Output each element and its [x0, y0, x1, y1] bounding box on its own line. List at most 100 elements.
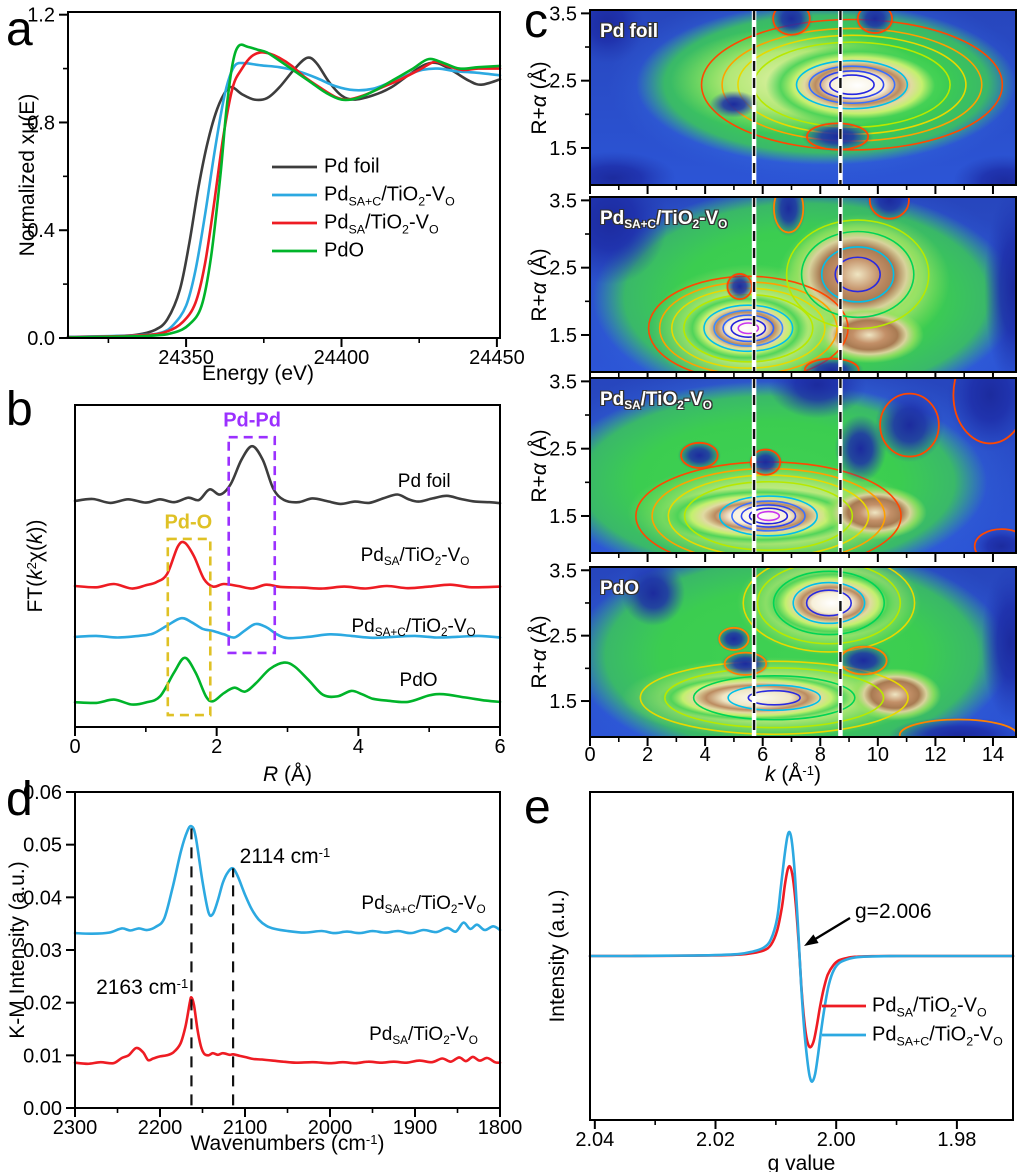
highlight-box: [227, 435, 277, 655]
legend-entry-a-3: PdO: [324, 239, 365, 262]
contour-frame: [589, 196, 1017, 373]
x-tick-label: 14: [982, 744, 1004, 766]
x-tick-label: 2100: [223, 1117, 268, 1139]
axes-frame: [589, 791, 1014, 1121]
contour-ring: [819, 70, 885, 100]
y-tick-label: 1.5: [549, 325, 577, 347]
contour-ring: [748, 507, 789, 525]
y-tick-label: 2.5: [549, 71, 577, 93]
contour-subpanel-3: [590, 567, 1016, 737]
contour-frame: [589, 9, 1017, 186]
contour-ring: [639, 660, 909, 736]
y-tick-label: 0.06: [23, 782, 62, 804]
axis-label-y-d: K-M Intensity (a.u.): [5, 861, 29, 1039]
series-b: [73, 540, 502, 590]
panel-letter-d: d: [6, 773, 33, 826]
y-tick-label: 2.5: [549, 439, 577, 461]
contour-frame: [589, 566, 1017, 738]
axis-label-x-e: g value: [767, 1151, 836, 1172]
panel-a: 24350 24400 24450 0.0 0.4 0.8 1.2: [27, 5, 525, 369]
x-tick-label: 6: [494, 736, 505, 758]
axis-label-y-b: FT(k2χ(k)): [23, 519, 47, 613]
annotation-arrowhead: [804, 934, 819, 946]
x-tick-label: 2000: [308, 1117, 353, 1139]
panel-b: 0 2 4 6: [69, 404, 506, 758]
axis-label-y-a: Normalized xμ(E): [15, 93, 39, 257]
x-tick-label: 0: [584, 744, 595, 766]
axes-frame: [67, 11, 501, 339]
annotation-text-d-0: 2163 cm-1: [96, 975, 189, 999]
y-tick-label: 0.03: [23, 940, 62, 962]
contour-ring: [772, 570, 886, 636]
dark-spot: [801, 121, 874, 153]
intensity-core: [814, 306, 924, 364]
contour-ring: [820, 246, 895, 303]
dark-spot: [836, 644, 891, 677]
y-tick-label: 3.5: [549, 560, 577, 582]
curve-label-d-0: PdSA+C/TiO2-VO: [361, 892, 486, 917]
contour-ring: [756, 510, 781, 522]
contour-ring: [747, 689, 801, 706]
highlight-box: [166, 537, 212, 717]
dark-spot: [716, 625, 752, 653]
dark-spot: [984, 197, 1016, 372]
axis-label-y-c-3: R+α (Å): [527, 615, 551, 689]
y-tick-label: 3.5: [549, 190, 577, 212]
panel-c: 1.5 2.5 3.5 1.5 2.5 3.5 1.5 2.5 3.5 0 2 4 6 8 10 12 14 1.…: [549, 3, 1017, 766]
contour-subpanel-1: [590, 197, 1016, 372]
y-tick-label: 3.5: [549, 3, 577, 25]
curve-label-b-0: Pd foil: [397, 470, 451, 492]
dark-spot: [889, 716, 1016, 737]
dark-spot: [725, 271, 755, 302]
series-d: [73, 996, 502, 1066]
dark-spot: [771, 197, 806, 237]
series-a: [66, 43, 502, 339]
y-tick-label: 0.01: [23, 1045, 62, 1067]
dark-spot-ring: [772, 10, 811, 36]
contour-ring: [731, 500, 806, 532]
y-tick-label: 1.5: [549, 691, 577, 713]
intensity-core: [765, 44, 950, 126]
dark-spot: [952, 154, 1016, 185]
contour-label-2: PdSA/TiO2-VO: [600, 389, 712, 413]
dark-spot: [834, 415, 887, 483]
panel-d: 2300 2200 2100 2000 1900 1800 0.00 0.01 0.02 0.03…: [23, 782, 522, 1139]
contour-ring: [722, 314, 775, 343]
x-tick-label: 2300: [53, 1117, 98, 1139]
panel-letter-c: c: [524, 0, 548, 48]
dark-spot-ring: [806, 122, 870, 151]
x-tick-label: 2.02: [696, 1129, 735, 1151]
x-tick-label: 24350: [158, 347, 214, 369]
contour-ring: [800, 230, 915, 319]
dark-spot-ring: [952, 378, 1016, 445]
contour-label-0: Pd foil: [600, 21, 659, 43]
y-tick-label: 0.04: [23, 887, 62, 909]
dark-spot: [720, 650, 770, 677]
panel-e: 2.04 2.02 2.00 1.98: [575, 791, 1015, 1151]
x-tick-label: 24450: [469, 347, 525, 369]
x-tick-label: 2: [642, 744, 653, 766]
dark-spot-ring: [718, 626, 750, 651]
series-e: [588, 830, 1015, 1083]
x-tick-label: 10: [867, 744, 889, 766]
legend-entry-a-0: Pd foil: [324, 155, 380, 178]
curve-label-b-2: PdSA+C/TiO2-VO: [351, 615, 476, 640]
panel-letter-a: a: [6, 3, 33, 56]
x-tick-label: 12: [924, 744, 946, 766]
series-b: [73, 444, 502, 506]
y-tick-label: 0.00: [23, 1098, 62, 1120]
legend-entry-e-0: PdSA/TiO2-VO: [872, 994, 987, 1020]
contour-ring: [737, 322, 760, 335]
contour-ring: [713, 309, 784, 347]
axis-label-x-d: Wavenumbers (cm-1): [190, 1131, 385, 1155]
dark-spot-ring: [973, 528, 1016, 553]
y-tick-label: 1.5: [549, 138, 577, 160]
dark-spot-ring: [879, 392, 940, 458]
panel-letter-e: e: [524, 781, 551, 834]
legend-entry-a-1: PdSA+C/TiO2-VO: [324, 183, 455, 209]
series-b: [73, 656, 502, 706]
dark-spot-ring: [868, 197, 910, 220]
axis-label-y-c-0: R+α (Å): [527, 60, 551, 135]
x-tick-label: 6: [757, 744, 768, 766]
